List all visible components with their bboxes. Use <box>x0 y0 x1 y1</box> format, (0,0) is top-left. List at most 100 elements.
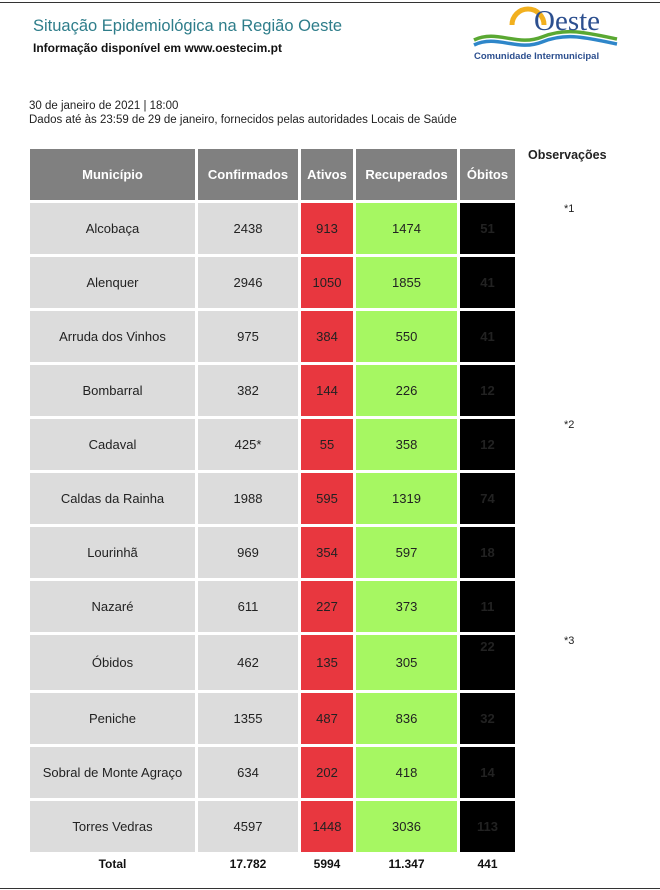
cell-recuperados: 373 <box>356 581 457 632</box>
cell-municipio: Cadaval <box>30 419 195 470</box>
table-row: Alenquer 2946 1050 1855 41 <box>30 257 515 308</box>
observation-note: *2 <box>564 419 575 431</box>
total-confirmados: 17.782 <box>198 855 298 873</box>
sun-arc-icon <box>509 6 547 26</box>
cell-recuperados: 550 <box>356 311 457 362</box>
col-header-confirmados: Confirmados <box>198 149 298 200</box>
cell-municipio: Bombarral <box>30 365 195 416</box>
cell-obitos: 12 <box>460 419 515 470</box>
logo-caption: Comunidade Intermunicipal <box>474 51 600 62</box>
cell-confirmados: 1988 <box>198 473 298 524</box>
table-row: Sobral de Monte Agraço 634 202 418 14 <box>30 747 515 798</box>
cell-municipio: Caldas da Rainha <box>30 473 195 524</box>
total-label: Total <box>30 855 195 873</box>
total-row: Total 17.782 5994 11.347 441 <box>30 855 515 873</box>
cell-obitos: 12 <box>460 365 515 416</box>
cell-confirmados: 425* <box>198 419 298 470</box>
table-row: Lourinhã 969 354 597 18 <box>30 527 515 578</box>
oeste-logo: Oeste Comunidade Intermunicipal <box>472 3 622 63</box>
col-header-municipio: Município <box>30 149 195 200</box>
cell-ativos: 227 <box>301 581 353 632</box>
cell-recuperados: 1319 <box>356 473 457 524</box>
cell-municipio: Sobral de Monte Agraço <box>30 747 195 798</box>
cell-recuperados: 597 <box>356 527 457 578</box>
cell-ativos: 913 <box>301 203 353 254</box>
oeste-logo-graphic <box>473 6 618 47</box>
table-row: Nazaré 611 227 373 11 <box>30 581 515 632</box>
cell-obitos: 14 <box>460 747 515 798</box>
col-header-obitos: Óbitos <box>460 149 515 200</box>
cell-municipio: Nazaré <box>30 581 195 632</box>
cell-ativos: 202 <box>301 747 353 798</box>
cell-ativos: 1050 <box>301 257 353 308</box>
cell-ativos: 135 <box>301 635 353 690</box>
cell-obitos: 18 <box>460 527 515 578</box>
cell-obitos: 11 <box>460 581 515 632</box>
cell-ativos: 487 <box>301 693 353 744</box>
table-row: Arruda dos Vinhos 975 384 550 41 <box>30 311 515 362</box>
logo-word: Oeste <box>534 5 601 37</box>
cell-obitos: 22 <box>460 635 515 690</box>
cell-confirmados: 4597 <box>198 801 298 852</box>
cell-recuperados: 3036 <box>356 801 457 852</box>
total-recuperados: 11.347 <box>356 855 457 873</box>
cell-municipio: Óbidos <box>30 635 195 690</box>
wave-blue-icon <box>473 34 618 47</box>
cell-confirmados: 2946 <box>198 257 298 308</box>
top-rule <box>0 2 660 3</box>
cell-confirmados: 969 <box>198 527 298 578</box>
cell-recuperados: 836 <box>356 693 457 744</box>
table-row: Alcobaça 2438 913 1474 51 <box>30 203 515 254</box>
table-row: Caldas da Rainha 1988 595 1319 74 <box>30 473 515 524</box>
table-row: Bombarral 382 144 226 12 <box>30 365 515 416</box>
observation-note: *1 <box>564 203 575 215</box>
cell-obitos: 41 <box>460 311 515 362</box>
cell-ativos: 55 <box>301 419 353 470</box>
total-ativos: 5994 <box>301 855 353 873</box>
page-subtitle: Informação disponível em www.oestecim.pt <box>33 41 282 55</box>
cell-municipio: Alcobaça <box>30 203 195 254</box>
table-row: Óbidos 462 135 305 22 <box>30 635 515 690</box>
cell-recuperados: 418 <box>356 747 457 798</box>
total-obitos: 441 <box>460 855 515 873</box>
cell-obitos: 74 <box>460 473 515 524</box>
cell-ativos: 354 <box>301 527 353 578</box>
table-row: Torres Vedras 4597 1448 3036 113 <box>30 801 515 852</box>
epidemiological-table: Município Confirmados Ativos Recuperados… <box>27 146 518 876</box>
page-title: Situação Epidemiológica na Região Oeste <box>33 17 343 35</box>
report-source: Dados até às 23:59 de 29 de janeiro, for… <box>29 114 457 126</box>
table-row: Cadaval 425* 55 358 12 <box>30 419 515 470</box>
cell-ativos: 144 <box>301 365 353 416</box>
cell-ativos: 384 <box>301 311 353 362</box>
table-row: Peniche 1355 487 836 32 <box>30 693 515 744</box>
bottom-rule <box>0 888 660 889</box>
cell-confirmados: 975 <box>198 311 298 362</box>
cell-ativos: 595 <box>301 473 353 524</box>
cell-municipio: Lourinhã <box>30 527 195 578</box>
cell-recuperados: 226 <box>356 365 457 416</box>
cell-recuperados: 358 <box>356 419 457 470</box>
cell-confirmados: 611 <box>198 581 298 632</box>
cell-municipio: Alenquer <box>30 257 195 308</box>
cell-confirmados: 2438 <box>198 203 298 254</box>
col-header-ativos: Ativos <box>301 149 353 200</box>
cell-confirmados: 1355 <box>198 693 298 744</box>
cell-municipio: Torres Vedras <box>30 801 195 852</box>
cell-confirmados: 382 <box>198 365 298 416</box>
report-date: 30 de janeiro de 2021 | 18:00 <box>29 100 179 112</box>
cell-confirmados: 462 <box>198 635 298 690</box>
cell-obitos: 51 <box>460 203 515 254</box>
cell-ativos: 1448 <box>301 801 353 852</box>
report-meta: 30 de janeiro de 2021 | 18:00 Dados até … <box>29 99 457 127</box>
observation-note: *3 <box>564 635 575 647</box>
cell-obitos: 41 <box>460 257 515 308</box>
cell-municipio: Arruda dos Vinhos <box>30 311 195 362</box>
cell-obitos: 113 <box>460 801 515 852</box>
col-header-recuperados: Recuperados <box>356 149 457 200</box>
wave-green-icon <box>473 29 618 42</box>
cell-municipio: Peniche <box>30 693 195 744</box>
cell-recuperados: 1855 <box>356 257 457 308</box>
cell-recuperados: 1474 <box>356 203 457 254</box>
cell-confirmados: 634 <box>198 747 298 798</box>
cell-recuperados: 305 <box>356 635 457 690</box>
